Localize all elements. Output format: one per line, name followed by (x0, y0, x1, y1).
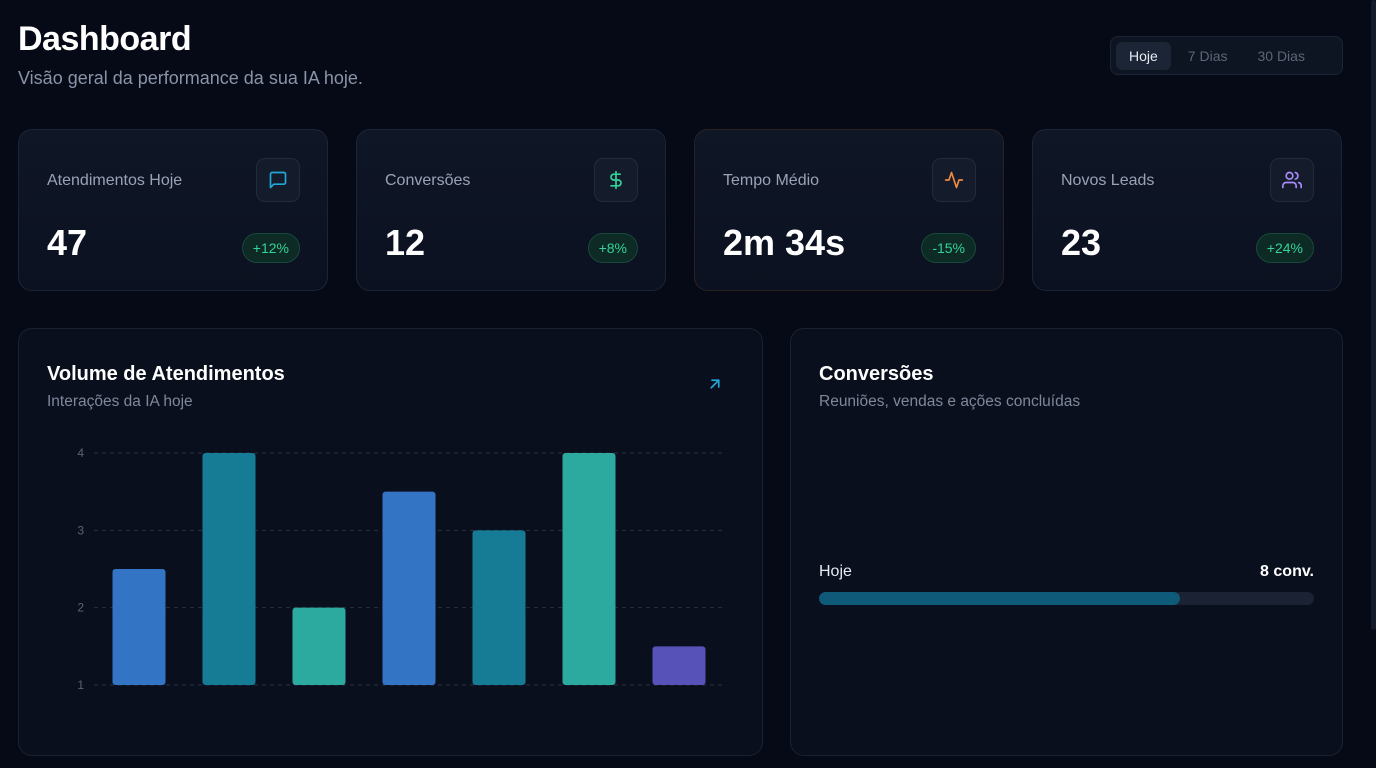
date-range-tabs: Hoje 7 Dias 30 Dias (1110, 36, 1343, 75)
page-title: Dashboard (18, 20, 192, 58)
chart-bar[interactable] (652, 646, 706, 685)
chart-bar[interactable] (112, 569, 166, 685)
chart-bar[interactable] (292, 607, 346, 685)
scrollbar[interactable] (1371, 0, 1376, 630)
tab-30-dias[interactable]: 30 Dias (1257, 47, 1305, 64)
change-badge: -15% (921, 233, 976, 263)
chart-bar[interactable] (382, 491, 436, 685)
tab-7-dias[interactable]: 7 Dias (1187, 47, 1228, 64)
panel-subtitle: Interações da IA hoje (47, 393, 193, 410)
page-subtitle: Visão geral da performance da sua IA hoj… (18, 68, 363, 88)
arrow-up-right-icon[interactable] (706, 375, 724, 393)
stat-value: 2m 34s (723, 222, 846, 263)
panel-subtitle: Reuniões, vendas e ações concluídas (819, 393, 1081, 410)
stat-label: Atendimentos Hoje (47, 172, 183, 189)
dollar-sign-icon (594, 158, 638, 202)
chart-bar[interactable] (562, 453, 616, 685)
stat-value: 23 (1061, 222, 1102, 263)
conversion-row-value: 8 conv. (1260, 563, 1314, 580)
stat-label: Conversões (385, 172, 471, 189)
users-icon (1270, 158, 1314, 202)
change-badge: +8% (587, 233, 638, 263)
volume-bar-chart: 1 2 3 4 (77, 446, 724, 692)
stat-card-atendimentos: Atendimentos Hoje 47 +12% (18, 129, 328, 291)
y-tick-label: 4 (77, 446, 84, 460)
change-badge: +12% (241, 233, 300, 263)
panel-title: Volume de Atendimentos (47, 363, 285, 385)
y-tick-label: 1 (77, 678, 84, 692)
chart-bar[interactable] (202, 453, 256, 685)
stat-card-tempo-medio: Tempo Médio 2m 34s -15% (694, 129, 1004, 291)
tab-hoje[interactable]: Hoje (1116, 41, 1171, 70)
stat-value: 47 (47, 222, 88, 263)
y-tick-label: 3 (77, 523, 84, 537)
volume-panel: 1 2 3 4 Volume de Atendimentos Interações d… (18, 328, 763, 756)
message-square-icon (256, 158, 300, 202)
stat-label: Tempo Médio (723, 172, 820, 189)
stat-value: 12 (385, 222, 426, 263)
conversion-progress-fill (819, 592, 1181, 605)
stat-card-novos-leads: Novos Leads 23 +24% (1032, 129, 1342, 291)
stat-card-conversoes: Conversões 12 +8% (356, 129, 666, 291)
conversions-panel: Conversões Reuniões, vendas e ações conc… (790, 328, 1343, 756)
stat-label: Novos Leads (1061, 172, 1155, 189)
activity-icon (932, 158, 976, 202)
conversion-progress-bar (819, 592, 1314, 605)
chart-bar[interactable] (472, 530, 526, 685)
panel-title: Conversões (819, 363, 934, 385)
conversion-row-label: Hoje (819, 563, 852, 580)
y-tick-label: 2 (77, 601, 84, 615)
change-badge: +24% (1255, 233, 1314, 263)
